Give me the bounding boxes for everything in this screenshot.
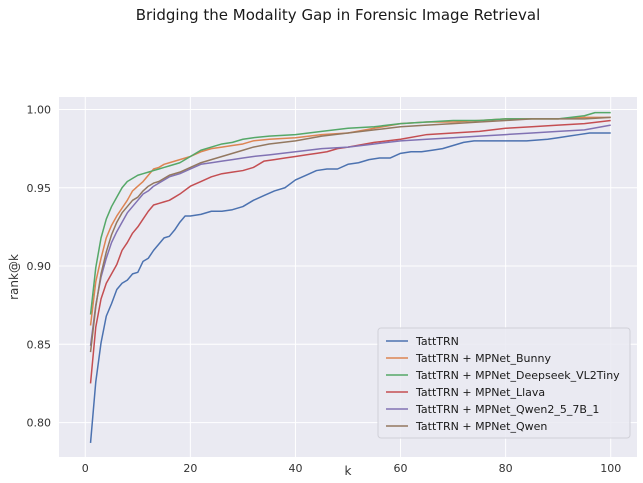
legend-entry: TattTRN + MPNet_Deepseek_VL2Tiny [415,369,620,382]
series-line-3 [89,111,611,315]
y-tick-label: 1.00 [27,104,52,117]
series-layer [89,111,611,443]
x-tick-label: 20 [183,462,197,475]
y-tick-label: 0.90 [27,260,52,273]
legend-entry: TattTRN + MPNet_Qwen [415,420,547,433]
legend-box [377,327,631,439]
y-tick-label: 0.80 [27,417,52,430]
legend-entry: TattTRN + MPNet_Qwen2_5_7B_1 [415,403,599,416]
series-line-5 [89,124,611,346]
chart-title: Bridging the Modality Gap in Forensic Im… [136,6,541,24]
y-axis-label: rank@k [7,254,21,300]
y-tick-label: 0.95 [27,182,52,195]
x-tick-label: 60 [394,462,408,475]
x-tick-label: 80 [499,462,513,475]
y-tick-labels: 0.80 0.85 0.90 0.95 1.00 [27,104,52,430]
y-tick-label: 0.85 [27,338,52,351]
x-tick-labels: 0 20 40 60 80 100 [82,462,621,475]
legend-entry: TattTRN [415,335,459,348]
x-axis-label: k [345,464,352,478]
legend-entry: TattTRN + MPNet_Bunny [415,352,551,365]
series-line-4 [89,119,611,384]
series-line-1 [89,132,611,443]
x-tick-label: 100 [600,462,621,475]
legend: TattTRN TattTRN + MPNet_Bunny TattTRN + MP… [377,327,631,439]
series-line-6 [89,116,611,353]
legend-entry: TattTRN + MPNet_Llava [415,386,545,399]
x-tick-label: 40 [288,462,302,475]
x-tick-label: 0 [82,462,89,475]
series-line-2 [89,116,611,326]
